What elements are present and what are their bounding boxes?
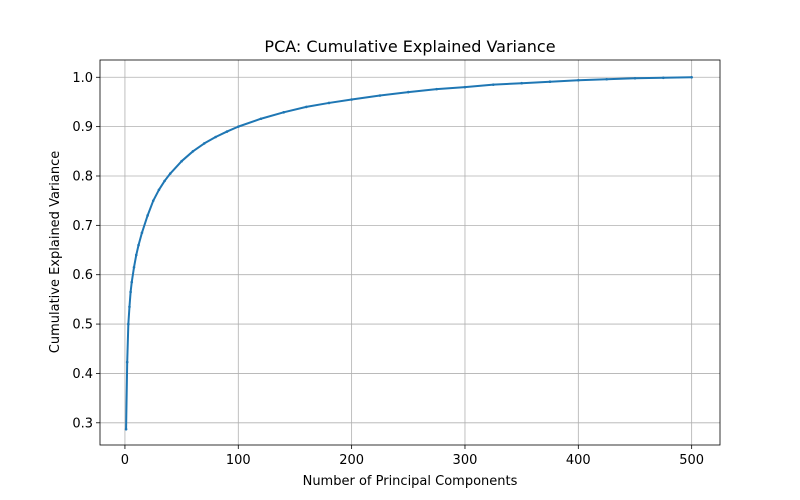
- data-point: [127, 322, 130, 326]
- y-tick-label: 0.6: [72, 268, 93, 283]
- data-point: [350, 98, 353, 101]
- data-point: [125, 360, 129, 364]
- x-tick-label: 100: [226, 453, 251, 468]
- data-point: [191, 150, 195, 153]
- y-tick-label: 0.9: [72, 120, 93, 135]
- data-point: [124, 427, 128, 431]
- x-tick-label: 500: [679, 453, 704, 468]
- data-point: [129, 290, 132, 294]
- data-point: [151, 199, 155, 202]
- ticks: 0 100 200 300 400 500 0.3 0.4 0.5 0.6 0.7 0.8 0.9 1.0: [72, 71, 704, 468]
- y-axis-label: Cumulative Explained Variance: [48, 151, 63, 353]
- grid: [100, 60, 720, 445]
- chart-title: PCA: Cumulative Explained Variance: [264, 37, 555, 56]
- data-point: [378, 94, 382, 97]
- x-tick-label: 200: [339, 453, 364, 468]
- data-point: [132, 266, 136, 269]
- data-point: [327, 101, 331, 105]
- data-point: [128, 305, 131, 309]
- data-point: [214, 135, 217, 139]
- y-tick-label: 0.8: [72, 169, 93, 184]
- data-point: [633, 76, 637, 80]
- data-point: [163, 179, 166, 183]
- y-tick-label: 1.0: [72, 71, 93, 86]
- data-point: [304, 105, 308, 109]
- series-line: [125, 76, 692, 430]
- data-point: [225, 130, 229, 133]
- data-point: [690, 75, 693, 79]
- data-point: [146, 214, 149, 217]
- data-point: [259, 117, 263, 121]
- x-axis-label: Number of Principal Components: [303, 474, 518, 489]
- y-tick-label: 0.3: [72, 416, 93, 431]
- y-tick-label: 0.5: [72, 318, 93, 333]
- data-point: [180, 159, 183, 163]
- x-tick-label: 0: [121, 453, 129, 468]
- data-point: [134, 253, 138, 257]
- data-point: [282, 111, 285, 114]
- data-point: [463, 85, 467, 89]
- x-tick-label: 300: [453, 453, 478, 468]
- data-point: [407, 90, 410, 94]
- data-point: [520, 81, 523, 85]
- data-point: [202, 142, 206, 145]
- data-point: [435, 87, 438, 91]
- data-point: [662, 76, 665, 80]
- x-tick-label: 400: [566, 453, 591, 468]
- data-point: [492, 83, 495, 86]
- series-layer: [124, 75, 693, 431]
- data-point: [140, 231, 144, 235]
- data-point: [605, 77, 608, 81]
- data-point: [168, 172, 172, 175]
- y-tick-label: 0.4: [72, 367, 93, 382]
- y-tick-label: 0.7: [72, 219, 93, 234]
- data-point: [548, 80, 552, 84]
- axes-frame: [99, 59, 721, 446]
- data-point: [130, 280, 134, 284]
- data-point: [236, 125, 240, 128]
- data-point: [577, 78, 580, 82]
- data-point: [137, 243, 140, 247]
- data-point: [157, 188, 161, 192]
